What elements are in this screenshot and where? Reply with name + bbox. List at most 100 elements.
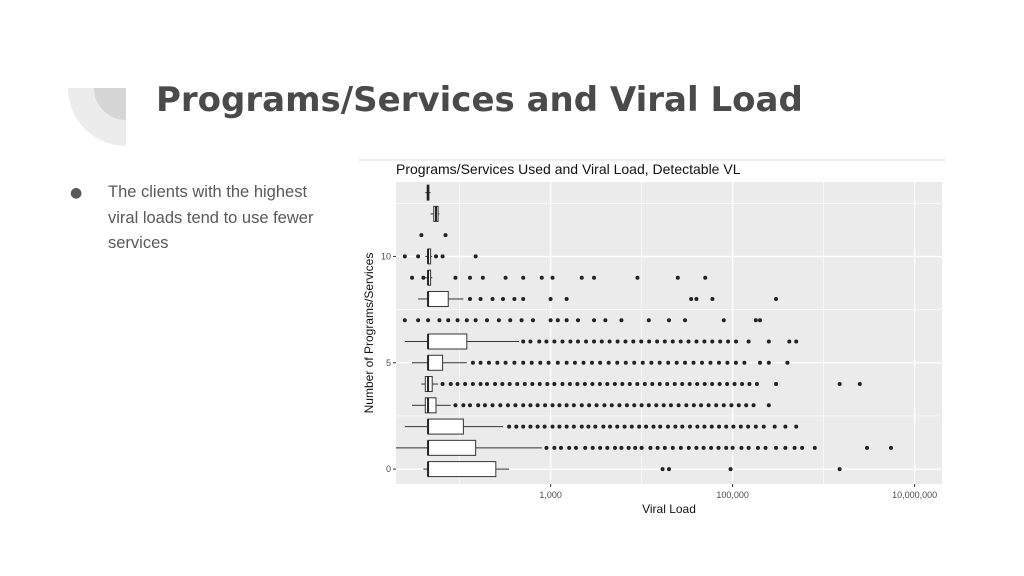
outlier-point [620, 382, 625, 387]
outlier-point [496, 318, 501, 323]
outlier-point [607, 339, 612, 344]
outlier-point [714, 403, 719, 408]
outlier-point [482, 403, 487, 408]
box-y-5 [412, 354, 467, 371]
outlier-point [774, 445, 779, 450]
outlier-point [579, 403, 584, 408]
outlier-point [615, 339, 620, 344]
outlier-point [794, 424, 799, 429]
outlier-point [702, 339, 707, 344]
outlier-point [699, 403, 704, 408]
outlier-point [742, 360, 747, 365]
outlier-point [528, 403, 533, 408]
box-y-6 [404, 333, 520, 350]
outlier-point [455, 382, 460, 387]
outlier-point [665, 424, 670, 429]
y-tick-label: 0 [386, 464, 391, 474]
outlier-point [783, 424, 788, 429]
outlier-point [589, 360, 594, 365]
grid-lines [396, 182, 942, 484]
outlier-point [758, 360, 762, 365]
outlier-point [605, 445, 610, 450]
outlier-point [476, 403, 481, 408]
outlier-point [521, 424, 526, 429]
outlier-point [594, 403, 599, 408]
outlier-point [564, 424, 569, 429]
outlier-point [687, 382, 692, 387]
outlier-point [602, 403, 607, 408]
outlier-point [726, 339, 731, 344]
outlier-point [587, 403, 592, 408]
box-y-8 [418, 290, 464, 307]
outlier-point [544, 445, 549, 450]
outlier-point [478, 360, 483, 365]
outlier-point [590, 382, 595, 387]
outlier-point [575, 382, 580, 387]
outlier-point [655, 445, 660, 450]
outlier-point [519, 318, 524, 323]
outlier-point [695, 382, 700, 387]
outlier-point [421, 275, 426, 280]
outlier-point [467, 403, 472, 408]
outlier-point [747, 382, 752, 387]
outlier-point [686, 339, 691, 344]
outlier-point [683, 318, 688, 323]
outlier-point [503, 360, 508, 365]
outlier-point [709, 445, 714, 450]
box-y-1 [396, 439, 542, 456]
outlier-point [485, 318, 489, 323]
outlier-point [766, 403, 771, 408]
outlier-point [619, 445, 624, 450]
outlier-point [706, 403, 711, 408]
x-axis-ticks: 1,000 100,000 10,000,000 [539, 484, 937, 500]
outlier-point [615, 360, 620, 365]
outlier-point [649, 360, 654, 365]
outlier-point [709, 424, 714, 429]
outlier-point [597, 382, 602, 387]
outlier-point [763, 445, 768, 450]
outlier-point [470, 382, 475, 387]
outlier-point [717, 382, 722, 387]
outlier-point [728, 467, 733, 472]
outlier-point [552, 339, 557, 344]
outlier-point [662, 445, 667, 450]
outlier-point [402, 254, 407, 259]
outlier-point [694, 339, 699, 344]
outlier-point [754, 382, 759, 387]
outlier-point [676, 403, 681, 408]
outlier-point [837, 382, 842, 387]
outlier-point [572, 360, 577, 365]
outlier-point [736, 403, 741, 408]
y-tick-label: 10 [381, 251, 391, 261]
outlier-point [646, 403, 651, 408]
outlier-point [730, 445, 735, 450]
outlier-point [592, 275, 597, 280]
outlier-point [646, 318, 651, 323]
outlier-point [632, 360, 637, 365]
outlier-point [576, 318, 580, 323]
outlier-point [635, 382, 640, 387]
box-body [427, 418, 464, 435]
decorative-quarter-circle-icon [68, 88, 126, 146]
outlier-point [623, 339, 628, 344]
outlier-point [680, 424, 685, 429]
outlier-point [691, 403, 696, 408]
outlier-point [766, 360, 771, 365]
outlier-point [794, 339, 799, 344]
outlier-point [774, 382, 779, 387]
y-axis-ticks: 0 5 10 [381, 251, 396, 474]
outlier-point [729, 403, 734, 408]
outlier-point [695, 424, 700, 429]
outlier-point [710, 339, 715, 344]
outlier-point [746, 424, 751, 429]
outlier-point [657, 360, 662, 365]
outlier-point [453, 275, 458, 280]
outlier-point [703, 275, 708, 280]
outlier-point [783, 445, 788, 450]
outlier-point [503, 275, 508, 280]
outlier-point [718, 339, 723, 344]
outlier-point [746, 445, 751, 450]
box-y-4 [421, 376, 439, 393]
outlier-point [448, 382, 453, 387]
outlier-point [555, 318, 560, 323]
